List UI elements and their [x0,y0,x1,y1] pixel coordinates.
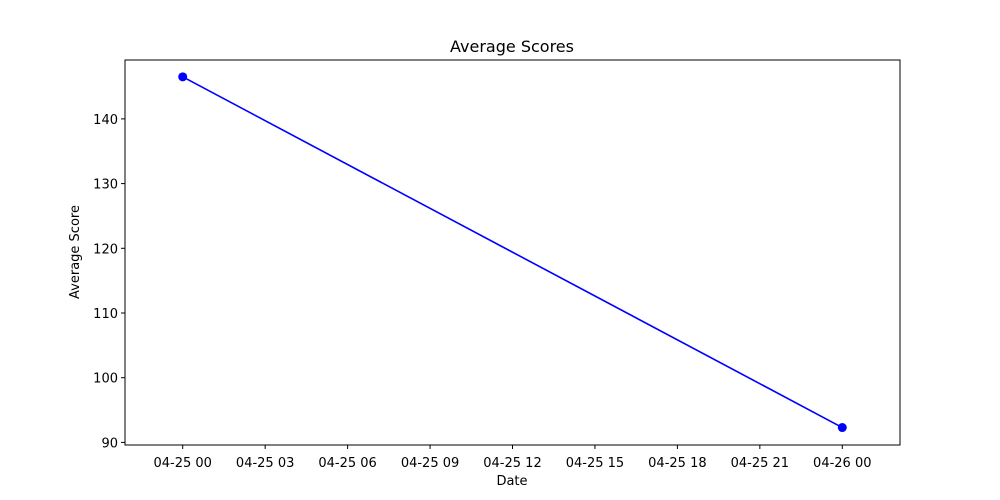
x-tick-label: 04-25 03 [236,456,294,471]
y-tick-label: 90 [101,436,118,451]
y-axis: 90 100 110 120 130 140 [93,113,125,451]
x-tick-label: 04-25 00 [153,456,211,471]
y-tick-label: 100 [93,372,118,387]
chart-title: Average Scores [450,37,574,56]
y-tick-label: 120 [93,242,118,257]
y-axis-label: Average Score [68,205,83,299]
series-layer [178,72,847,433]
x-tick-label: 04-25 15 [566,456,624,471]
x-axis: 04-25 00 04-25 03 04-25 06 04-25 09 04-25 12… [153,445,872,471]
data-point [178,72,188,82]
x-tick-label: 04-25 09 [401,456,459,471]
y-tick-label: 110 [93,307,118,322]
x-tick-label: 04-25 12 [483,456,541,471]
x-tick-label: 04-25 18 [648,456,706,471]
x-tick-label: 04-26 00 [813,456,871,471]
y-tick-label: 140 [93,113,118,128]
data-point [837,423,847,433]
x-tick-label: 04-25 21 [731,456,789,471]
y-tick-label: 130 [93,178,118,193]
x-tick-label: 04-25 06 [318,456,376,471]
x-axis-label: Date [496,474,527,489]
series-line [182,76,843,429]
